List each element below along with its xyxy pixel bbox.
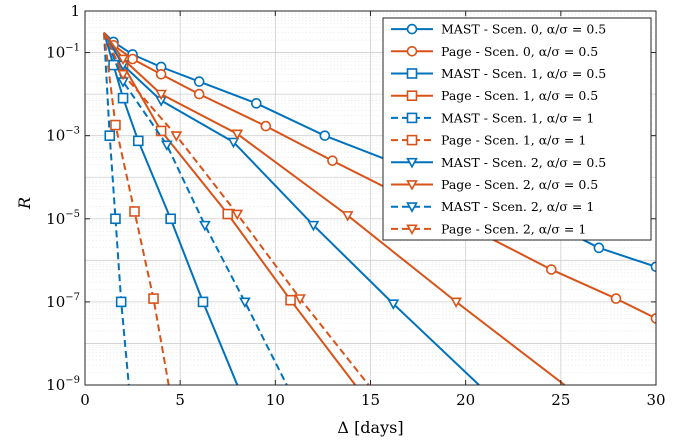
data-point-circle xyxy=(650,261,656,273)
data-point-circle xyxy=(319,130,331,141)
data-point-circle xyxy=(610,293,622,304)
legend-label: Page - Scen. 1, α/σ = 0.5 xyxy=(441,88,598,103)
data-point-triangle xyxy=(387,299,400,310)
y-tick-label: 10−5 xyxy=(46,209,80,228)
legend-entry-8: MAST - Scen. 2, α/σ = 1 xyxy=(391,199,594,214)
data-point-triangle xyxy=(294,294,306,305)
data-point-circle xyxy=(193,76,205,87)
y-axis-label: R xyxy=(15,197,34,210)
legend-entry-4: MAST - Scen. 1, α/σ = 1 xyxy=(391,110,594,125)
legend-entry-0: MAST - Scen. 0, α/σ = 0.5 xyxy=(391,22,606,37)
legend-marker-triangle xyxy=(406,157,418,169)
data-point-square xyxy=(197,296,209,308)
legend-label: MAST - Scen. 0, α/σ = 0.5 xyxy=(441,22,606,37)
data-point-triangle xyxy=(117,69,129,81)
legend-label: Page - Scen. 0, α/σ = 0.5 xyxy=(441,44,598,59)
series-5 xyxy=(103,32,170,385)
legend-entry-1: Page - Scen. 0, α/σ = 0.5 xyxy=(391,44,598,59)
legend-entry-5: Page - Scen. 1, α/σ = 1 xyxy=(391,133,586,148)
x-tick-label: 30 xyxy=(646,391,665,409)
x-tick-label: 0 xyxy=(80,391,90,409)
data-point-circle xyxy=(327,155,338,166)
data-point-circle xyxy=(650,313,656,324)
legend-entry-2: MAST - Scen. 1, α/σ = 0.5 xyxy=(391,66,606,81)
legend-label: MAST - Scen. 2, α/σ = 1 xyxy=(441,199,594,214)
data-point-circle xyxy=(260,120,272,132)
legend-label: Page - Scen. 2, α/σ = 1 xyxy=(441,221,586,236)
y-tick-label: 10−3 xyxy=(46,126,80,145)
series-line xyxy=(103,32,370,385)
data-point-square xyxy=(148,293,159,304)
data-point-triangle xyxy=(231,129,244,141)
data-point-triangle xyxy=(160,140,173,152)
legend-marker-triangle xyxy=(406,180,418,191)
legend: MAST - Scen. 0, α/σ = 0.5 Page - Scen. 0,… xyxy=(382,17,652,241)
series-6 xyxy=(103,32,480,385)
data-point-circle xyxy=(593,242,605,254)
legend-marker-triangle xyxy=(406,224,418,236)
data-point-circle xyxy=(127,53,138,65)
series-line xyxy=(103,32,288,385)
series-4 xyxy=(103,32,130,385)
legend-marker-square xyxy=(406,112,418,124)
data-point-triangle xyxy=(450,297,463,309)
data-point-circle xyxy=(193,88,205,100)
legend-marker-triangle xyxy=(406,202,418,213)
legend-marker-square xyxy=(406,90,418,101)
data-point-circle xyxy=(155,68,167,80)
y-tick-label: 1 xyxy=(70,2,80,20)
legend-entry-3: Page - Scen. 1, α/σ = 0.5 xyxy=(391,88,598,103)
data-point-triangle xyxy=(227,137,240,149)
data-point-triangle xyxy=(231,209,244,221)
data-point-triangle xyxy=(341,211,354,222)
x-tick-label: 20 xyxy=(456,391,475,409)
legend-entry-7: Page - Scen. 2, α/σ = 0.5 xyxy=(391,177,598,192)
data-point-square xyxy=(110,119,121,131)
series-7 xyxy=(103,32,566,385)
legend-label: MAST - Scen. 2, α/σ = 0.5 xyxy=(441,155,606,170)
data-point-square xyxy=(285,294,296,306)
data-point-triangle xyxy=(199,220,211,232)
series-9 xyxy=(103,32,370,385)
legend-marker-circle xyxy=(406,23,418,35)
data-point-square xyxy=(132,135,144,147)
data-point-triangle xyxy=(117,54,129,66)
legend-label: Page - Scen. 2, α/σ = 0.5 xyxy=(441,177,598,192)
x-tick-label: 5 xyxy=(175,391,185,409)
data-point-triangle xyxy=(239,297,251,309)
legend-box xyxy=(382,17,652,241)
data-point-triangle xyxy=(170,131,183,142)
y-tick-label: 10−9 xyxy=(46,375,80,394)
series-1 xyxy=(103,32,656,324)
data-point-square xyxy=(104,130,116,141)
legend-label: MAST - Scen. 1, α/σ = 1 xyxy=(441,110,594,125)
series-line xyxy=(103,32,130,385)
legend-marker-square xyxy=(406,134,418,146)
data-point-triangle xyxy=(155,89,167,101)
x-tick-label: 25 xyxy=(551,391,570,409)
data-point-triangle xyxy=(307,220,320,232)
data-point-circle xyxy=(250,98,262,109)
legend-entry-6: MAST - Scen. 2, α/σ = 0.5 xyxy=(391,155,606,170)
legend-label: MAST - Scen. 1, α/σ = 0.5 xyxy=(441,66,606,81)
data-point-square xyxy=(165,213,176,225)
y-tick-label: 10−7 xyxy=(46,292,80,311)
y-tick-label: 10−1 xyxy=(46,43,80,62)
x-tick-label: 15 xyxy=(361,391,380,409)
x-axis-label: Δ [days] xyxy=(337,418,403,437)
legend-marker-square xyxy=(406,68,418,79)
data-point-square xyxy=(115,296,127,308)
data-point-square xyxy=(117,92,129,104)
data-point-square xyxy=(222,208,234,220)
data-point-square xyxy=(129,206,140,217)
legend-marker-circle xyxy=(406,45,418,57)
x-tick-label: 10 xyxy=(266,391,285,409)
series-8 xyxy=(103,32,288,385)
legend-entry-9: Page - Scen. 2, α/σ = 1 xyxy=(391,221,586,236)
grid xyxy=(84,10,657,386)
data-point-square xyxy=(110,213,121,225)
legend-label: Page - Scen. 1, α/σ = 1 xyxy=(441,133,586,148)
data-point-circle xyxy=(546,264,557,275)
